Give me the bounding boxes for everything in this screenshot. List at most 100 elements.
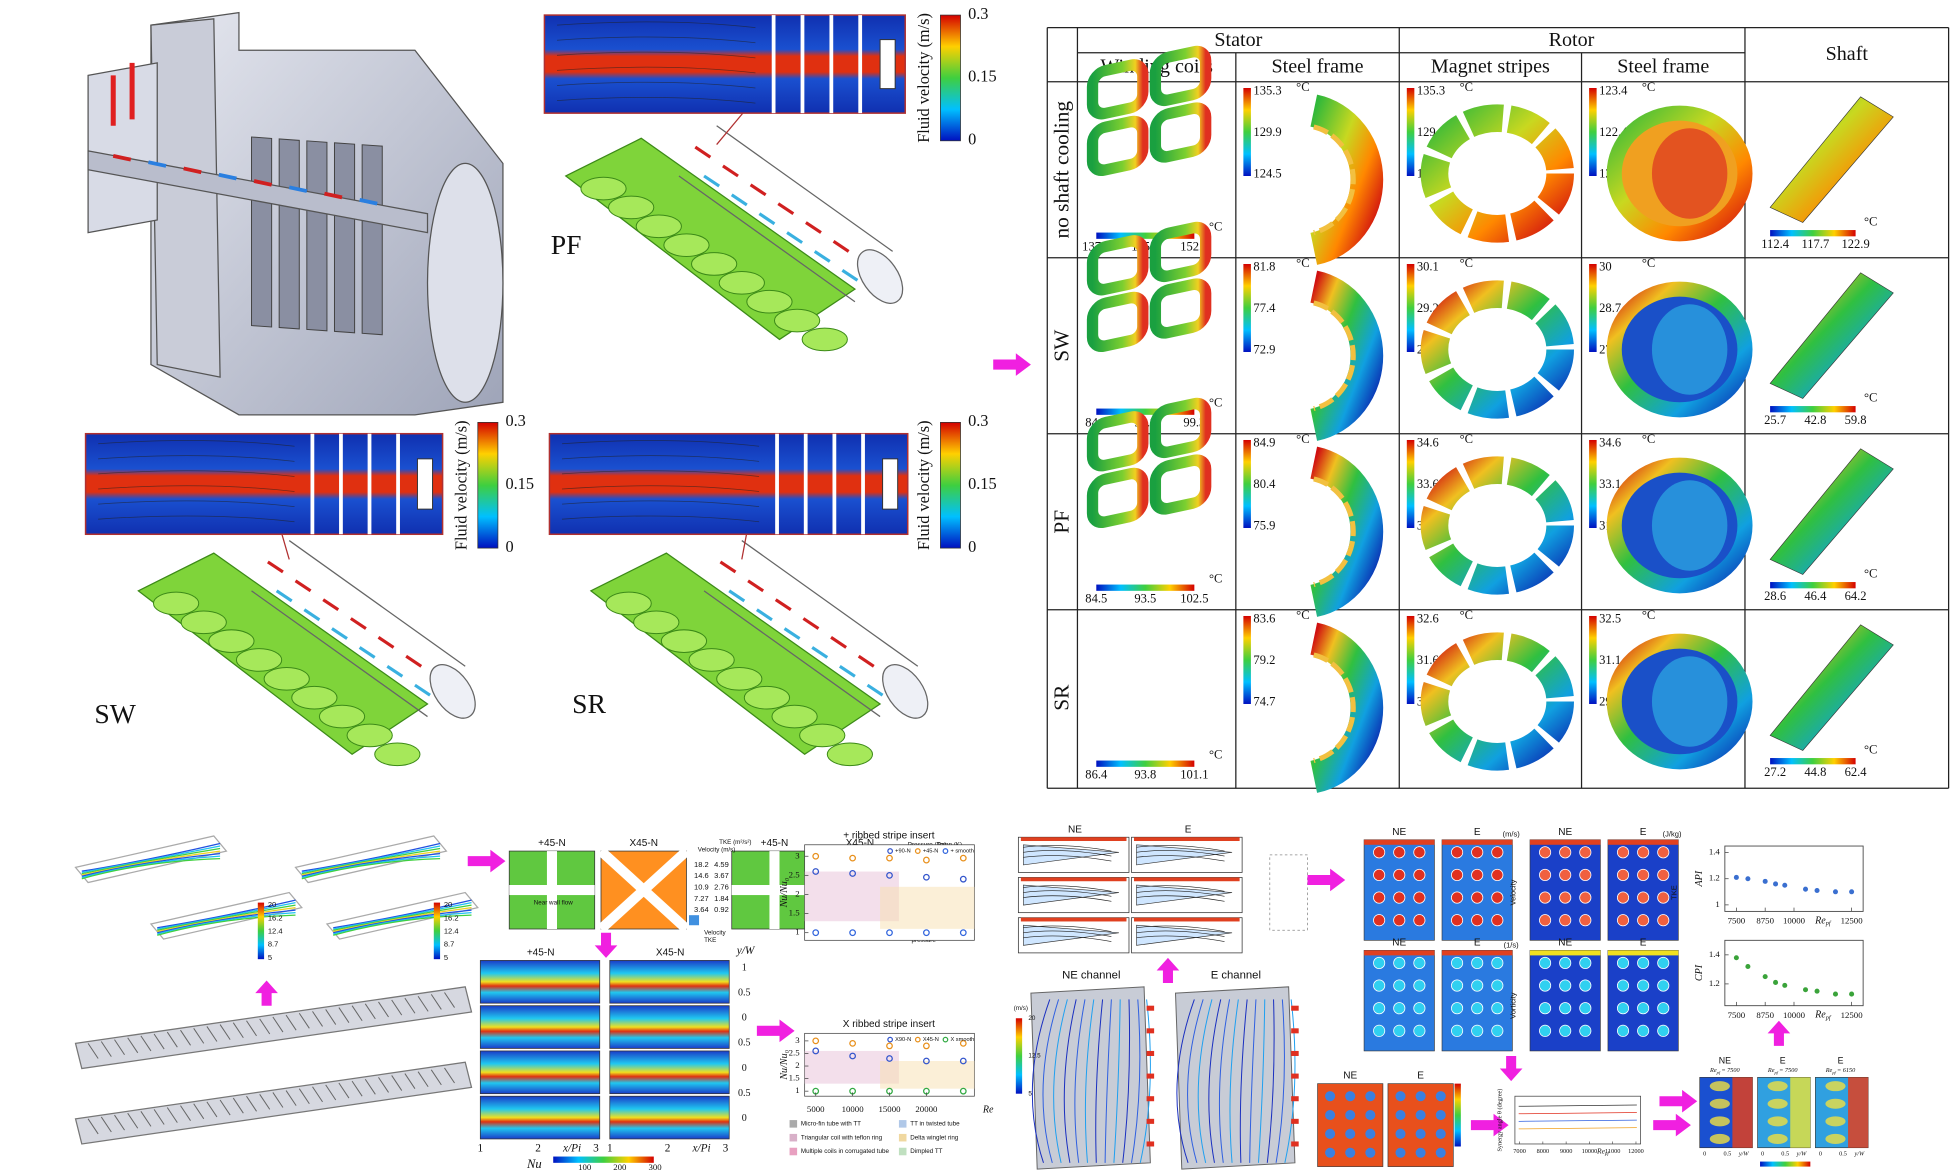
map-heading: X45-N [629,838,657,849]
outlet [879,39,896,90]
vortex [633,610,680,635]
streamline [157,901,296,930]
pin [1415,1110,1426,1121]
wall-strip [1530,839,1601,845]
colorbar [1096,408,1195,415]
case-label: PF [551,229,582,260]
x-tick-label: 8750 [1756,1010,1774,1020]
colorbar-tick: 32.5 [1599,612,1621,626]
rib [829,15,834,114]
x-tick-label: 0.5 [1723,1150,1731,1157]
rib [417,995,429,1012]
x-label-main: Re [1814,916,1826,927]
contour-blob [1767,1098,1788,1109]
x-tick-label: 7000 [1513,1148,1526,1155]
pin [1616,979,1630,992]
flow-arrow [266,560,284,574]
flow-arrow [758,212,776,226]
pin [1325,1147,1336,1158]
colorbar-tick: 46.4 [1804,589,1827,603]
point [1773,979,1779,985]
marker [959,854,967,862]
colorbar-tick: 75.9 [1253,519,1275,533]
streamline [1104,999,1112,1163]
streamline [81,850,221,876]
pin [1491,979,1504,992]
series-line [1518,1104,1637,1107]
point [1733,874,1739,880]
marker [812,929,820,937]
legend-swatch [688,915,700,926]
coil [1149,278,1212,339]
stator-frame [1309,622,1384,793]
column-header: Steel frame [1271,55,1363,77]
legend-swatch [898,1147,907,1156]
streamline [556,81,756,89]
legend-swatch [789,1147,798,1156]
rib [858,15,863,114]
contour-blob [1709,1133,1730,1144]
legend-entry: X90-N [895,1037,911,1043]
unit: °C [1460,256,1473,270]
legend-title: TKE (m²/s²) [719,839,751,846]
streamline [157,912,296,935]
streamline [1187,999,1204,1163]
mesh [1269,854,1308,931]
pin [1637,914,1650,927]
x-tick-label: 2 [535,1143,541,1155]
colorbar-tick: 86.4 [1085,768,1108,782]
streamline [1266,999,1275,1163]
x-tick-label: 10000 [1783,915,1806,925]
arrow [1653,1113,1691,1137]
colorbar [940,14,961,142]
rib [396,433,400,535]
x-tick-label: 3 [723,1143,729,1155]
x-tick-label: 8750 [1756,915,1774,925]
colorbar-tick: 79.2 [1253,653,1275,667]
coil [1149,221,1212,283]
streamline [157,914,296,936]
wall-strip [1442,950,1513,956]
pin [1393,868,1406,881]
stator-frame [1309,94,1384,265]
re-label: Repf= 7500 [1709,1067,1740,1074]
y-tick-label: 0.5 [738,987,751,998]
streamline [556,51,756,59]
streamline [1063,999,1077,1163]
streamline [1136,935,1225,942]
flow-arrow [830,636,848,649]
coil [1086,59,1149,120]
streamline [561,500,760,507]
magnet-ring [1420,104,1574,243]
colorbar-tick: 99.3 [1183,416,1205,430]
streamline [301,845,441,874]
rib [180,1105,191,1121]
flow-arrow [866,683,884,697]
pin [1365,1091,1376,1102]
coil [1086,291,1149,352]
colorbar-tick: 0.3 [505,411,525,430]
velocity-contour [543,14,906,114]
pin [1435,1128,1446,1139]
pin [1393,979,1406,992]
vortex [608,195,655,220]
pin [1637,979,1650,992]
flow-arrow [288,185,308,193]
heater [1146,1028,1155,1034]
vortex [799,723,846,748]
rib-x [597,847,690,933]
pin [1539,891,1552,904]
pin [1393,1024,1406,1037]
map-heading: NE [1558,937,1572,948]
pin [1657,846,1670,859]
rib [444,992,455,1008]
nu-map [609,960,730,1004]
map-heading: E [1780,1055,1786,1065]
pin [1471,1002,1484,1015]
rotor-bore [1651,480,1728,571]
x-label-main: Re [1814,1010,1826,1021]
heater [1146,1141,1155,1147]
stator-frame [1309,446,1384,617]
y-tick-label: 1 [795,1085,799,1095]
pin [1451,846,1464,859]
